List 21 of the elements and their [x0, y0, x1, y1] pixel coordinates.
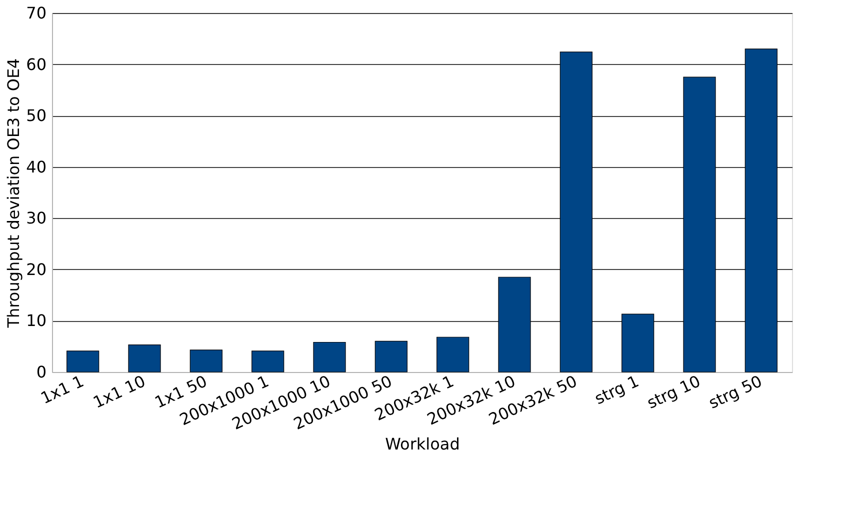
bar	[313, 342, 346, 372]
y-tick-label: 20	[26, 260, 46, 279]
y-tick-label: 50	[26, 106, 46, 126]
bar	[374, 340, 408, 372]
x-tick-label: 1x1 10	[90, 371, 148, 412]
y-tick-label: 60	[26, 54, 46, 74]
bar	[436, 336, 470, 372]
bar	[66, 350, 100, 372]
bar	[252, 350, 284, 372]
y-tick-label: 40	[26, 157, 46, 176]
x-tick-label: strg 50	[706, 371, 765, 413]
x-axis-title: Workload	[385, 434, 460, 454]
bar	[128, 344, 161, 372]
x-tick-label: strg 1	[592, 371, 642, 408]
y-axis-title: Throughput deviation OE3 to OE4	[4, 58, 24, 329]
bar	[190, 350, 222, 372]
y-tick-label: 0	[36, 362, 46, 382]
x-tick-label: strg 10	[644, 371, 704, 413]
y-tick-label: 30	[26, 208, 46, 228]
y-tick-label: 70	[26, 4, 46, 22]
y-tick-label: 10	[26, 311, 46, 330]
